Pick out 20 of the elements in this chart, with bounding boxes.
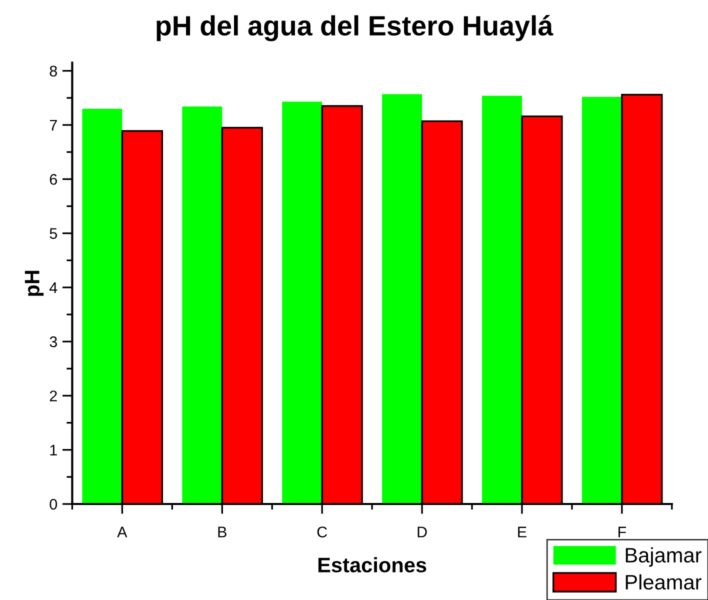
x-tick-label: C [317,526,328,538]
y-tick-label: 2 [50,390,57,402]
x-tick-label: B [218,526,226,538]
y-tick-label: 4 [49,282,58,293]
x-tick-label: D [418,526,427,538]
y-tick-label: 1 [50,444,57,456]
legend-label: Pleamar [626,574,702,590]
y-tick-label: 0 [50,498,58,510]
x-axis-title: Estaciones [318,557,426,572]
y-tick-label: 7 [50,120,57,131]
y-axis-title: pH [24,270,44,296]
y-tick-label: 5 [50,228,57,239]
y-tick-label: 8 [50,66,57,77]
x-tick-label: F [618,526,626,538]
x-tick-label: E [518,526,526,538]
legend-label: Bajamar [626,547,702,567]
x-tick-label: A [117,526,128,538]
y-tick-label: 6 [50,174,57,185]
chart-title: pH del agua del Estero Huaylá [156,15,554,42]
y-tick-label: 3 [50,336,57,348]
